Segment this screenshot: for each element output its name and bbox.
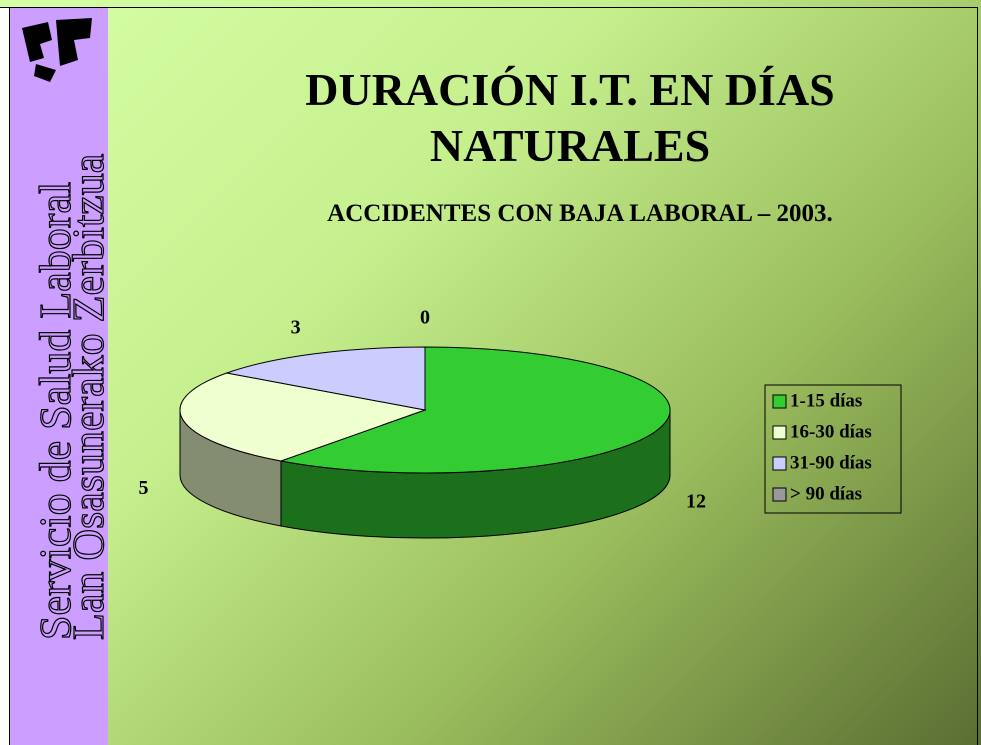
legend-label: > 90 días — [790, 483, 862, 504]
pie-slice — [179, 372, 427, 462]
legend-swatch — [772, 487, 787, 502]
sidebar-text: Servicio de Salud Laboral — [31, 182, 80, 640]
border — [977, 7, 978, 745]
legend-swatch — [772, 456, 787, 471]
data-label: 0 — [420, 307, 430, 329]
logo — [22, 18, 92, 82]
legend-label: 16-30 días — [790, 421, 872, 442]
legend-swatch — [772, 425, 787, 440]
pie-slice — [224, 346, 426, 411]
legend-label: 1-15 días — [790, 390, 862, 411]
data-label: 12 — [686, 491, 706, 513]
border — [0, 7, 978, 8]
data-label: 5 — [139, 477, 149, 499]
legend-swatch — [772, 394, 787, 409]
chart-title: DURACIÓN I.T. EN DÍAS NATURALES — [305, 64, 835, 171]
pie-slice — [279, 346, 671, 474]
sidebar-text: Lan Osasunerako Zerbitzua — [64, 154, 113, 640]
legend-label: 31-90 días — [790, 452, 872, 473]
legend-box — [764, 384, 902, 514]
chart-subtitle: ACCIDENTES CON BAJA LABORAL – 2003. — [327, 200, 833, 227]
data-label: 3 — [291, 317, 301, 339]
sidebar — [0, 8, 108, 745]
